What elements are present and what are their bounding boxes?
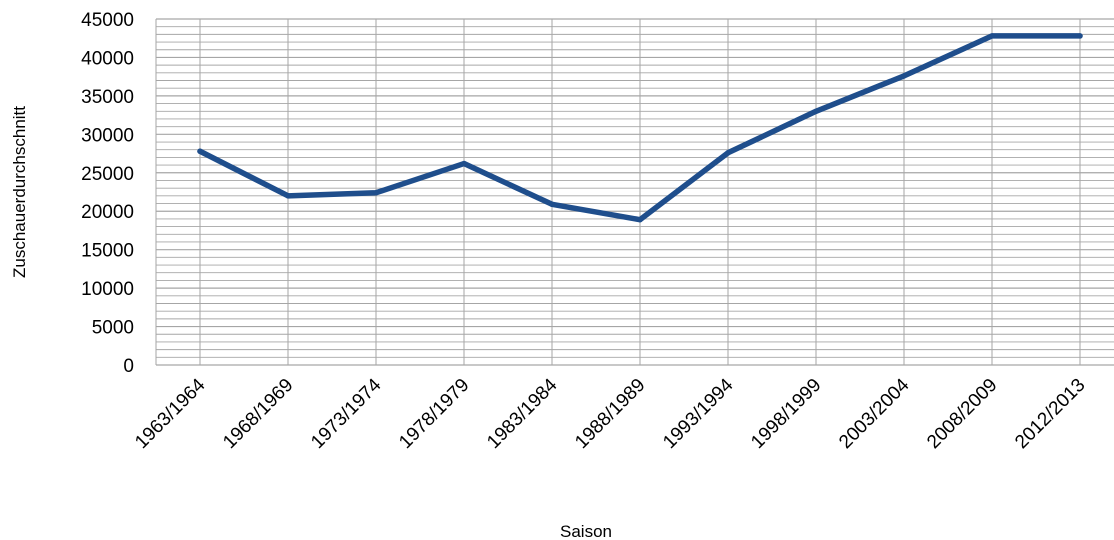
data-point bbox=[197, 148, 203, 154]
y-tick-label: 0 bbox=[123, 356, 134, 377]
x-tick-label: 1978/1979 bbox=[395, 375, 473, 453]
x-tick-label: 2008/2009 bbox=[923, 375, 1001, 453]
x-tick-label: 2003/2004 bbox=[835, 374, 914, 453]
x-tick-label: 1973/1974 bbox=[307, 374, 386, 453]
x-tick-label: 1968/1969 bbox=[219, 375, 297, 453]
y-tick-label: 40000 bbox=[81, 48, 134, 69]
x-tick-label: 1998/1999 bbox=[747, 375, 825, 453]
data-point bbox=[1077, 33, 1083, 39]
x-tick-label: 1993/1994 bbox=[659, 374, 738, 453]
y-tick-label: 15000 bbox=[81, 241, 134, 262]
y-tick-label: 20000 bbox=[81, 202, 134, 223]
x-tick-label: 1988/1989 bbox=[571, 375, 649, 453]
x-tick-label: 1983/1984 bbox=[483, 374, 562, 453]
y-tick-label: 5000 bbox=[92, 318, 134, 339]
y-axis-title: Zuschauerdurchschnitt bbox=[10, 106, 29, 278]
y-tick-label: 35000 bbox=[81, 87, 134, 108]
y-tick-label: 30000 bbox=[81, 125, 134, 146]
gridlines bbox=[155, 18, 1114, 366]
series-group bbox=[197, 33, 1083, 223]
data-point bbox=[549, 201, 555, 208]
y-tick-label: 45000 bbox=[81, 10, 134, 31]
data-point bbox=[373, 190, 379, 196]
data-point bbox=[637, 216, 643, 223]
x-axis-title: Saison bbox=[560, 522, 612, 540]
y-tick-label: 25000 bbox=[81, 164, 134, 185]
data-point bbox=[461, 160, 467, 167]
data-point bbox=[989, 33, 995, 39]
data-point bbox=[813, 108, 819, 114]
x-tick-label: 2012/2013 bbox=[1011, 375, 1089, 453]
data-point bbox=[285, 193, 291, 199]
data-point bbox=[901, 73, 907, 79]
data-point bbox=[725, 150, 731, 156]
y-tick-label: 10000 bbox=[81, 279, 134, 300]
x-tick-labels: 1963/1964 1968/1969 1973/1974 1978/1979 1983… bbox=[131, 374, 1089, 453]
y-tick-labels: 0 5000 10000 15000 20000 25000 30000 35000 40000… bbox=[81, 10, 134, 377]
x-tick-label: 1963/1964 bbox=[131, 374, 210, 453]
